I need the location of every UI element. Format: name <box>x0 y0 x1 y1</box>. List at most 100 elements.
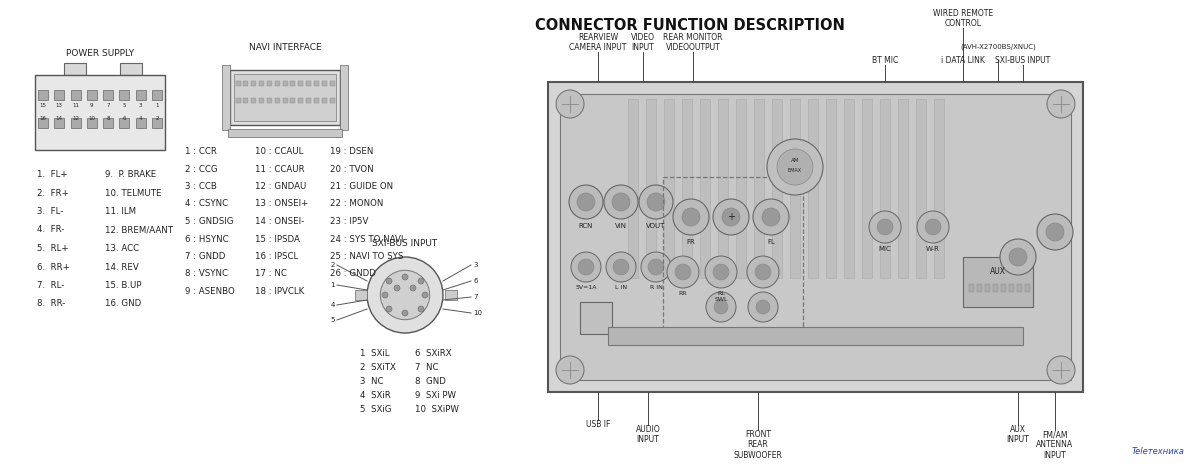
Bar <box>662 177 803 332</box>
Circle shape <box>748 292 778 322</box>
Text: 7: 7 <box>107 103 110 108</box>
Circle shape <box>674 264 691 280</box>
Text: VIDEO
INPUT: VIDEO INPUT <box>631 33 655 52</box>
Text: 2.  FR+: 2. FR+ <box>37 189 68 198</box>
Bar <box>86 118 97 128</box>
Circle shape <box>713 199 749 235</box>
Circle shape <box>612 193 630 211</box>
Text: 8 : VSYNC: 8 : VSYNC <box>185 269 228 279</box>
Bar <box>298 81 304 85</box>
Circle shape <box>418 278 424 284</box>
Text: 9: 9 <box>90 103 94 108</box>
Bar <box>355 290 367 300</box>
Bar <box>772 99 782 278</box>
Circle shape <box>722 208 740 226</box>
Text: VIN: VIN <box>616 223 628 229</box>
Circle shape <box>410 285 416 291</box>
Circle shape <box>604 185 638 219</box>
Bar <box>244 97 248 103</box>
Bar <box>322 81 326 85</box>
Circle shape <box>380 270 430 320</box>
Bar <box>136 90 145 100</box>
Circle shape <box>556 90 584 118</box>
Text: FM/AM
ANTENNA
INPUT: FM/AM ANTENNA INPUT <box>1037 430 1074 460</box>
Circle shape <box>386 278 392 284</box>
Circle shape <box>682 208 700 226</box>
Bar <box>560 94 1072 380</box>
Circle shape <box>746 256 779 288</box>
Text: 4  SXiR: 4 SXiR <box>360 391 391 400</box>
Circle shape <box>367 257 443 333</box>
Bar <box>934 99 944 278</box>
Text: FL: FL <box>767 239 775 245</box>
Circle shape <box>394 285 400 291</box>
Text: 4 : CSYNC: 4 : CSYNC <box>185 199 228 208</box>
Bar <box>736 99 746 278</box>
Bar <box>700 99 710 278</box>
Text: 3  NC: 3 NC <box>360 377 384 386</box>
Text: 2  SXiTX: 2 SXiTX <box>360 363 396 372</box>
Bar <box>862 99 872 278</box>
Text: 10: 10 <box>89 116 95 121</box>
Text: 3 : CCB: 3 : CCB <box>185 182 217 191</box>
Circle shape <box>706 292 736 322</box>
Text: 13: 13 <box>55 103 62 108</box>
Circle shape <box>1046 223 1064 241</box>
Circle shape <box>673 199 709 235</box>
Bar <box>259 81 264 85</box>
Text: 17 : NC: 17 : NC <box>256 269 287 279</box>
Circle shape <box>1009 248 1027 266</box>
Bar <box>646 99 656 278</box>
Bar <box>230 70 340 125</box>
Text: 11 : CCAUR: 11 : CCAUR <box>256 164 305 173</box>
Circle shape <box>1037 214 1073 250</box>
Bar <box>54 118 65 128</box>
Circle shape <box>422 292 428 298</box>
Bar <box>266 97 272 103</box>
Text: 6: 6 <box>122 116 126 121</box>
Bar <box>120 118 130 128</box>
Bar <box>103 90 113 100</box>
Bar <box>340 65 348 130</box>
Text: 5: 5 <box>331 317 335 323</box>
Circle shape <box>613 259 629 275</box>
Text: 2: 2 <box>155 116 158 121</box>
Bar <box>1018 284 1022 292</box>
Text: SXI-BUS INPUT: SXI-BUS INPUT <box>995 56 1051 65</box>
Bar <box>844 99 854 278</box>
Text: i DATA LINK: i DATA LINK <box>941 56 985 65</box>
Bar <box>306 81 311 85</box>
Text: 14: 14 <box>55 116 62 121</box>
Text: 14. REV: 14. REV <box>106 262 139 272</box>
Text: POWER SUPPLY: POWER SUPPLY <box>66 49 134 58</box>
Text: FR: FR <box>686 239 695 245</box>
Circle shape <box>648 259 664 275</box>
Text: 6.  RR+: 6. RR+ <box>37 262 70 272</box>
Bar <box>282 81 288 85</box>
Circle shape <box>925 219 941 235</box>
Text: 26 : GNDD: 26 : GNDD <box>330 269 376 279</box>
Circle shape <box>713 264 730 280</box>
Bar <box>152 90 162 100</box>
Bar <box>808 99 818 278</box>
Bar <box>306 97 311 103</box>
Text: 4: 4 <box>331 302 335 308</box>
Bar <box>985 284 990 292</box>
Text: 7: 7 <box>473 294 478 300</box>
Text: 15. B.UP: 15. B.UP <box>106 281 142 290</box>
Text: REARVIEW
CAMERA INPUT: REARVIEW CAMERA INPUT <box>569 33 626 52</box>
Text: BT MIC: BT MIC <box>872 56 898 65</box>
Text: RL
SWL: RL SWL <box>714 291 727 302</box>
Bar <box>664 99 674 278</box>
Circle shape <box>706 256 737 288</box>
Circle shape <box>714 300 728 314</box>
Circle shape <box>756 300 770 314</box>
Bar <box>103 118 113 128</box>
Bar <box>1009 284 1014 292</box>
Text: 1.  FL+: 1. FL+ <box>37 170 67 179</box>
Bar <box>275 81 280 85</box>
Text: AM: AM <box>791 158 799 164</box>
Bar <box>916 99 926 278</box>
Bar <box>266 81 272 85</box>
Text: R IN: R IN <box>649 285 662 290</box>
